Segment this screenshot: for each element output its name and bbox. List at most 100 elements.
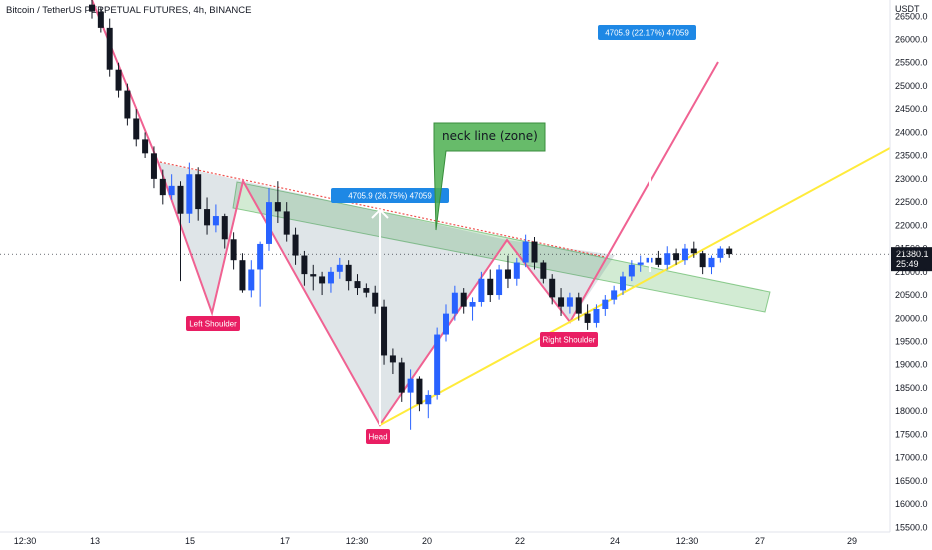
candle-body: [416, 378, 423, 405]
measure-arrow-target-head: [641, 48, 659, 59]
price-tick-label: 26500.0: [895, 11, 928, 21]
price-tick-label: 19000.0: [895, 360, 928, 370]
price-axis: 15500.0 16000.0 16500.0 17000.0 17500.0 18000…: [889, 0, 928, 532]
candle-body: [434, 334, 441, 395]
time-tick-label: 24: [610, 536, 620, 546]
candle-body: [717, 248, 724, 258]
price-tick-label: 20000.0: [895, 313, 928, 323]
candle-body: [575, 297, 582, 314]
candle-body: [159, 178, 166, 196]
candle-body: [708, 257, 715, 268]
candle-body: [487, 278, 494, 296]
candle-body: [115, 69, 122, 91]
candle-body: [513, 262, 520, 279]
measure-arrow-head-head: [371, 208, 389, 219]
time-tick-label: 29: [847, 536, 857, 546]
time-tick-label: 12:30: [14, 536, 37, 546]
candle-body: [221, 216, 228, 240]
candle-body: [239, 260, 246, 291]
measure-label-target: 4705.9 (22.17%) 47059: [605, 29, 689, 38]
left-shoulder-label-box: [186, 316, 240, 331]
candle-body: [584, 313, 591, 323]
price-tick-label: 19500.0: [895, 337, 928, 347]
candle-body: [186, 174, 193, 214]
candle-body: [460, 292, 467, 307]
candle-body: [478, 278, 485, 303]
candle-body: [248, 269, 255, 291]
candle-body: [345, 264, 352, 282]
price-tick-label: 18500.0: [895, 383, 928, 393]
time-tick-label: 17: [280, 536, 290, 546]
candle-body: [292, 234, 299, 256]
price-tick-label: 25500.0: [895, 58, 928, 68]
candle-body: [655, 257, 662, 265]
candle-body: [97, 11, 104, 28]
price-tick-label: 17000.0: [895, 453, 928, 463]
last-price-tag: [891, 247, 932, 272]
price-tick-label: 22000.0: [895, 220, 928, 230]
price-tick-label: 25000.0: [895, 81, 928, 91]
candle-body: [398, 362, 405, 393]
candle-body: [558, 297, 565, 307]
price-tick-label: 26000.0: [895, 34, 928, 44]
candle-body: [301, 255, 308, 275]
candle-body: [504, 269, 511, 279]
candle-body: [425, 394, 432, 405]
head-label-box: [366, 429, 390, 444]
candle-body: [451, 292, 458, 314]
neck-callout-box: [433, 122, 546, 231]
candle-body: [381, 306, 388, 356]
candle-body: [531, 241, 538, 263]
candle-body: [230, 239, 237, 261]
price-tick-label: 21000.0: [895, 267, 928, 277]
price-tick-label: 16000.0: [895, 499, 928, 509]
candle-body: [726, 248, 733, 255]
neckline-dotted: [159, 161, 611, 259]
right-shoulder-label: Right Shoulder: [543, 336, 596, 345]
candle-body: [150, 153, 157, 179]
candle-body: [593, 308, 600, 323]
chart-title: Bitcoin / TetherUS PERPETUAL FUTURES, 4h…: [6, 5, 252, 16]
price-tick-label: 24000.0: [895, 127, 928, 137]
price-tick-label: 21500.0: [895, 244, 928, 254]
candle-body: [611, 290, 618, 300]
candle-body: [327, 271, 334, 284]
time-tick-label: 27: [755, 536, 765, 546]
candle-body: [168, 185, 175, 196]
measure-label-head-box: [331, 188, 449, 203]
candle-body: [469, 302, 476, 307]
candle-body: [549, 278, 556, 298]
candle-body: [566, 297, 573, 307]
time-tick-label: 15: [185, 536, 195, 546]
candles-layer: [89, 0, 733, 430]
candle-body: [177, 185, 184, 214]
chart-drawings: [0, 0, 891, 427]
candle-body: [212, 216, 219, 226]
time-tick-label: 20: [422, 536, 432, 546]
left-shoulder-label: Left Shoulder: [189, 320, 237, 329]
candle-body: [540, 262, 547, 279]
candle-body: [699, 253, 706, 268]
candle-body: [363, 288, 370, 293]
price-tick-label: 23000.0: [895, 174, 928, 184]
candle-body: [372, 292, 379, 307]
candle-body: [628, 264, 635, 277]
time-tick-label: 12:30: [346, 536, 369, 546]
time-tick-label: 12:30: [676, 536, 699, 546]
neck-callout-text: neck line (zone): [442, 129, 538, 143]
candle-body: [89, 4, 95, 12]
candle-body: [142, 139, 149, 154]
chart-overlays: 4705.9 (26.75%) 47059 4705.9 (22.17%) 470…: [186, 25, 932, 444]
time-tick-label: 22: [515, 536, 525, 546]
candle-body: [602, 299, 609, 309]
candle-body: [310, 274, 317, 277]
price-tick-label: 20500.0: [895, 290, 928, 300]
candle-body: [664, 253, 671, 265]
candle-body: [389, 355, 396, 363]
last-price-value: 21380.1: [896, 249, 929, 259]
candle-body: [266, 202, 272, 244]
price-tick-label: 23500.0: [895, 151, 928, 161]
candle-body: [319, 276, 326, 284]
candle-countdown: 25:49: [896, 259, 919, 269]
